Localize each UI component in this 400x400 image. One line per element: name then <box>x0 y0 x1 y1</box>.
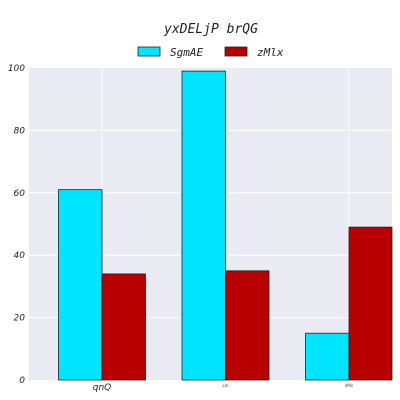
bar-zMlx-dMv <box>348 226 393 381</box>
y-tick-label: 100 <box>8 64 25 74</box>
x-tick-label: Lm <box>222 383 228 388</box>
legend-swatch-series-1 <box>137 46 161 57</box>
y-tick-label: 60 <box>14 189 26 199</box>
y-tick-label: 0 <box>19 376 25 386</box>
x-tick-label: dMv <box>345 383 354 388</box>
legend-label-series-1: SgmAE <box>170 46 203 59</box>
bar-SgmAE-qnQ <box>58 189 103 381</box>
bar-SgmAE-dMv <box>305 332 350 381</box>
bars <box>58 70 393 381</box>
y-tick-label: 80 <box>14 126 26 136</box>
legend-label-series-2: zMlx <box>257 46 284 59</box>
bar-zMlx-qnQ <box>101 273 146 381</box>
legend: SgmAE zMlx <box>137 46 284 59</box>
chart-title: yxDELjP brQG <box>163 22 258 37</box>
x-axis-ticks: qnQ Lm dMv <box>93 383 354 393</box>
bar-SgmAE-Lm <box>181 70 226 381</box>
y-tick-label: 40 <box>14 251 26 261</box>
y-tick-label: 20 <box>14 314 26 324</box>
legend-swatch-series-2 <box>224 46 248 57</box>
bar-zMlx-Lm <box>225 270 270 381</box>
x-tick-label: qnQ <box>93 383 112 393</box>
y-axis-ticks: 0 20 40 60 80 100 <box>8 64 25 386</box>
